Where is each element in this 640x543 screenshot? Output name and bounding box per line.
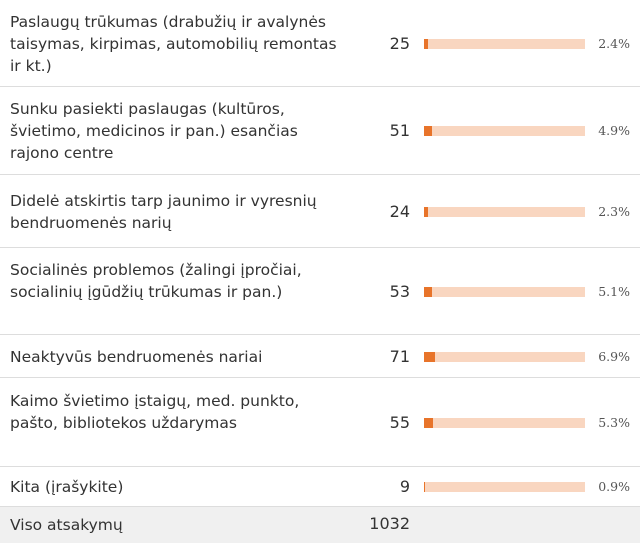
- bar-track: [424, 286, 585, 297]
- answer-count: 55: [389, 412, 410, 432]
- bar-track: [424, 126, 585, 136]
- answer-label: Paslaugų trūkumas (drabužių ir avalynės …: [10, 12, 337, 75]
- answer-percent: 5.3%: [598, 414, 630, 430]
- result-row: Kaimo švietimo įstaigų, med. punkto, paš…: [0, 378, 640, 467]
- result-row: Neaktyvūs bendruomenės nariai 71 6.9%: [0, 335, 640, 378]
- answer-percent: 2.4%: [598, 35, 630, 51]
- answer-label: Neaktyvūs bendruomenės nariai: [10, 347, 263, 366]
- total-row: Viso atsakymų 1032: [0, 507, 640, 543]
- answer-count: 71: [389, 346, 410, 366]
- answer-label: Sunku pasiekti paslaugas (kultūros, švie…: [10, 100, 298, 162]
- bar: [424, 417, 433, 428]
- bar: [424, 351, 436, 362]
- bar: [424, 482, 426, 492]
- answer-count: 25: [389, 33, 410, 53]
- answer-label: Kita (įrašykite): [10, 478, 124, 496]
- bar-track: [424, 38, 585, 49]
- answer-percent: 0.9%: [598, 479, 630, 494]
- result-row: Kita (įrašykite) 9 0.9%: [0, 467, 640, 507]
- result-row: Didelė atskirtis tarp jaunimo ir vyresni…: [0, 175, 640, 248]
- bar: [424, 286, 433, 297]
- answer-percent: 6.9%: [598, 348, 630, 364]
- answer-count: 24: [389, 201, 410, 221]
- answer-count: 53: [389, 281, 410, 301]
- bar-track: [424, 351, 585, 362]
- answer-count: 9: [399, 477, 410, 496]
- result-row: Socialinės problemos (žalingi įpročiai, …: [0, 248, 640, 335]
- answer-percent: 5.1%: [598, 283, 630, 299]
- answer-label: Didelė atskirtis tarp jaunimo ir vyresni…: [10, 191, 317, 232]
- bar: [424, 206, 428, 217]
- bar-track: [424, 417, 585, 428]
- answer-percent: 2.3%: [598, 203, 630, 219]
- total-label: Viso atsakymų: [10, 516, 123, 534]
- answer-percent: 4.9%: [598, 123, 630, 138]
- bar-track: [424, 482, 585, 492]
- bar: [424, 38, 428, 49]
- result-row: Sunku pasiekti paslaugas (kultūros, švie…: [0, 87, 640, 175]
- result-row: Paslaugų trūkumas (drabužių ir avalynės …: [0, 0, 640, 87]
- answer-count: 51: [389, 121, 410, 140]
- bar-track: [424, 206, 585, 217]
- total-count: 1032: [369, 514, 410, 533]
- answer-label: Kaimo švietimo įstaigų, med. punkto, paš…: [10, 391, 300, 432]
- answer-label: Socialinės problemos (žalingi įpročiai, …: [10, 260, 302, 301]
- bar: [424, 126, 432, 136]
